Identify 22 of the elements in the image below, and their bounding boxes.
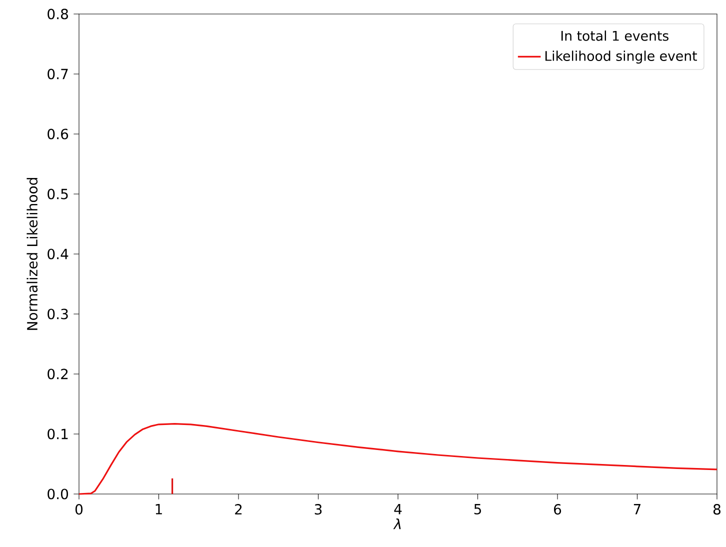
y-tick-label: 0.4: [48, 248, 68, 260]
x-tick-label: 3: [314, 504, 322, 515]
x-tick-label: 6: [554, 504, 562, 515]
x-tick-label: 4: [394, 504, 402, 514]
y-tick-label: 0.8: [48, 8, 68, 20]
y-axis-title: Normalized Likelihood: [26, 178, 38, 330]
y-tick-label: 0.5: [48, 188, 68, 200]
legend-label: Likelihood single event: [545, 50, 697, 64]
x-tick-label: 8: [713, 504, 720, 515]
y-tick-label: 0.0: [48, 488, 68, 500]
y-tick-label: 0.1: [48, 428, 68, 440]
x-tick-label: 5: [474, 504, 481, 514]
y-tick-label: 0.2: [48, 368, 68, 380]
x-axis-title: λ: [393, 518, 401, 530]
x-tick-label: 1: [156, 504, 162, 514]
legend-title: In total 1 events: [561, 30, 668, 41]
x-tick-label: 0: [75, 504, 83, 515]
y-tick-label: 0.3: [48, 308, 68, 320]
y-tick-label: 0.7: [48, 68, 68, 80]
x-tick-label: 7: [634, 504, 640, 514]
x-tick-label: 2: [235, 504, 242, 514]
y-tick-label: 0.6: [48, 128, 68, 140]
